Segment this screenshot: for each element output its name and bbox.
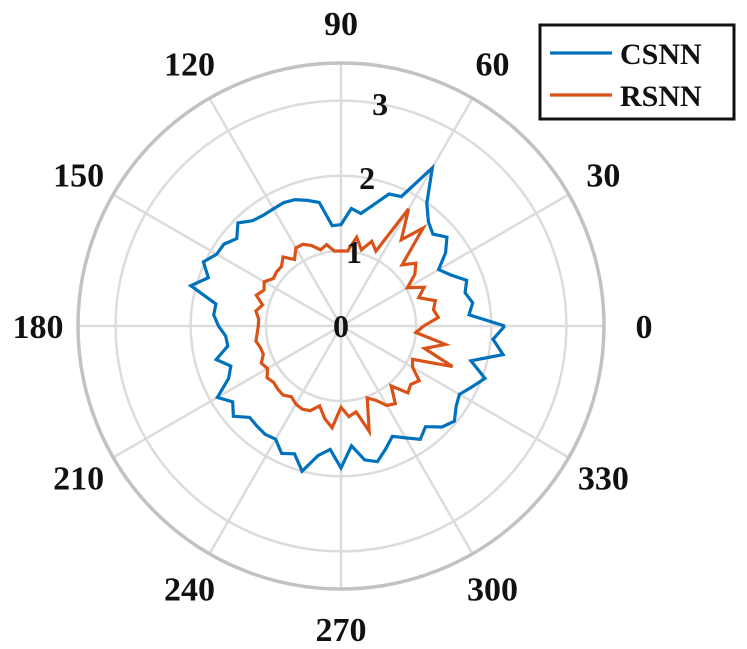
series-line-rsnn bbox=[254, 207, 454, 437]
angle-tick-label-300: 300 bbox=[467, 571, 518, 608]
outer-ring bbox=[76, 61, 606, 591]
series-line-csnn bbox=[187, 163, 506, 474]
ring-3 bbox=[114, 99, 568, 553]
spoke-30 bbox=[340, 193, 570, 328]
angle-tick-label-30: 30 bbox=[586, 158, 620, 195]
angle-tick-label-180: 180 bbox=[13, 309, 64, 346]
spoke-150 bbox=[112, 193, 342, 328]
polar-grid bbox=[76, 61, 606, 591]
legend-box bbox=[538, 23, 736, 121]
spoke-210 bbox=[112, 324, 342, 459]
angle-tick-label-90: 90 bbox=[324, 6, 358, 43]
ring-2 bbox=[189, 174, 493, 478]
spoke-120 bbox=[208, 97, 343, 327]
radial-tick-label-3: 3 bbox=[372, 86, 388, 122]
radial-tick-labels: 0 1 2 3 bbox=[333, 86, 388, 344]
legend-label-rsnn: RSNN bbox=[620, 80, 702, 113]
angle-tick-label-60: 60 bbox=[476, 47, 510, 84]
angle-tick-label-330: 330 bbox=[578, 461, 629, 498]
legend: CSNN RSNN bbox=[538, 23, 736, 121]
radial-tick-label-2: 2 bbox=[359, 160, 375, 196]
spoke-330 bbox=[340, 324, 570, 459]
radial-tick-label-1: 1 bbox=[346, 234, 362, 270]
radial-tick-label-0: 0 bbox=[333, 308, 349, 344]
angle-tick-label-120: 120 bbox=[164, 47, 215, 84]
angle-tick-label-240: 240 bbox=[164, 571, 215, 608]
angle-tick-label-210: 210 bbox=[53, 461, 104, 498]
legend-label-csnn: CSNN bbox=[620, 38, 702, 71]
angle-tick-label-270: 270 bbox=[316, 612, 367, 649]
series-lines bbox=[187, 163, 506, 474]
angle-tick-label-0: 0 bbox=[636, 309, 653, 346]
angle-tick-label-150: 150 bbox=[53, 158, 104, 195]
spoke-300 bbox=[339, 325, 474, 555]
